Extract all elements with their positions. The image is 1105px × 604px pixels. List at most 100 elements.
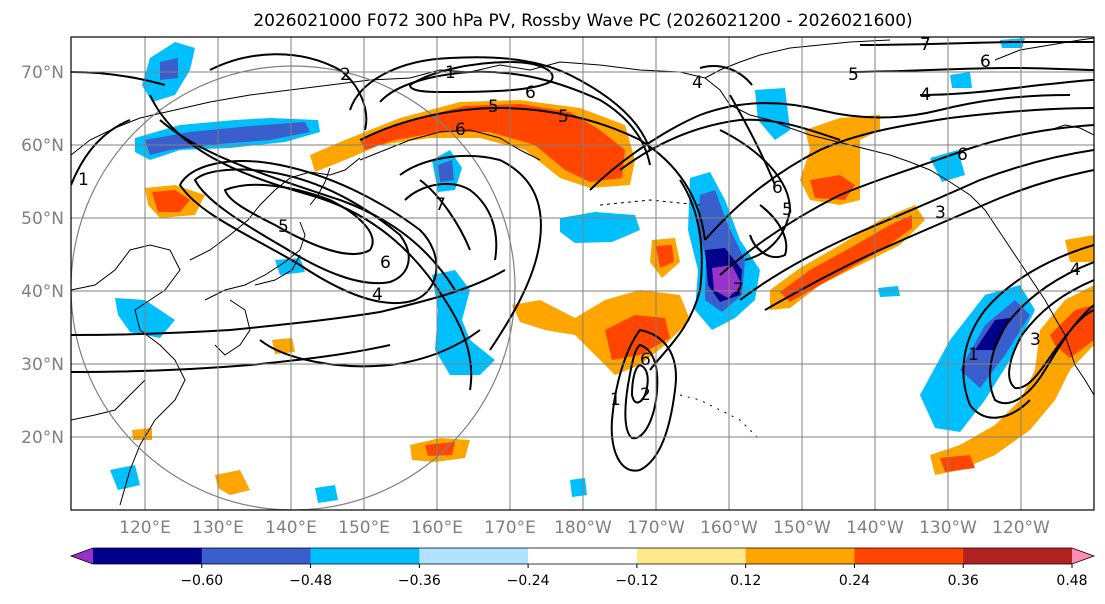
contour-label: 5	[488, 97, 499, 117]
lat-label: 50°N	[21, 209, 64, 229]
anomaly-shade	[605, 315, 670, 360]
coastline	[704, 77, 1006, 241]
graticule	[71, 37, 1094, 510]
anomaly-shade	[780, 215, 912, 302]
pv-contour	[849, 66, 1094, 73]
lon-label: 150°W	[773, 518, 831, 538]
anomaly-shade	[215, 470, 250, 495]
contour-label: 4	[372, 285, 383, 305]
lat-label: 60°N	[21, 136, 64, 156]
colorbar-tick-label: −0.60	[180, 573, 223, 589]
contour-label: 2	[340, 65, 351, 85]
pv-contour	[71, 269, 506, 336]
latitude-axis: 70°N 60°N 50°N 40°N 30°N 20°N	[21, 63, 64, 448]
pv-contour	[159, 119, 456, 291]
contour-label: 5	[782, 200, 793, 220]
anomaly-shade	[1065, 235, 1094, 262]
contour-label: 6	[455, 120, 466, 140]
contour-label: 5	[848, 65, 859, 85]
contour-label: 5	[558, 107, 569, 127]
map-frame	[70, 36, 1095, 511]
pv-contour	[223, 183, 374, 255]
contour-label: 4	[1070, 260, 1081, 280]
contour-label: 1	[968, 345, 979, 365]
lon-label: 130°W	[919, 518, 977, 538]
lon-label: 140°W	[846, 518, 904, 538]
lat-label: 70°N	[21, 63, 64, 83]
anomaly-shade	[940, 455, 975, 472]
contour-label: 3	[935, 203, 946, 223]
pv-contour-layer	[71, 40, 1094, 472]
pv-contour	[630, 363, 649, 404]
pv-contour	[719, 129, 792, 261]
pv-contour	[589, 94, 1071, 191]
contour-label: 6	[772, 178, 783, 198]
pv-contour	[349, 56, 651, 151]
pv-contour	[919, 79, 1094, 96]
anomaly-shade	[560, 212, 640, 243]
coastline-layer	[71, 37, 1094, 506]
pv-contour	[619, 118, 841, 171]
lon-label: 170°W	[627, 518, 685, 538]
contour-label: 3	[1030, 330, 1041, 350]
contour-label: 7	[435, 195, 446, 215]
pv-contour	[178, 160, 438, 304]
contour-label: 1	[610, 390, 621, 410]
colorbar-tick-label: −0.36	[398, 573, 441, 589]
pv-contour	[71, 344, 391, 373]
pv-contour	[764, 169, 1094, 311]
lon-label: 180°W	[554, 518, 612, 538]
colorbar: −0.60 −0.48 −0.36 −0.24 −0.12 0.12 0.24 0.36 0.4…	[69, 547, 1096, 589]
colorbar-tick-label: 0.36	[948, 573, 979, 589]
coastline	[71, 379, 146, 421]
contour-label: 1	[78, 170, 89, 190]
anomaly-shade	[438, 160, 454, 182]
anomaly-shade	[712, 265, 742, 298]
lon-label: 160°W	[700, 518, 758, 538]
coastline	[214, 299, 251, 356]
lat-label: 20°N	[21, 428, 64, 448]
colorbar-tick-label: 0.48	[1056, 573, 1087, 589]
contour-label: 7	[920, 35, 931, 55]
pv-contour	[399, 154, 542, 351]
lat-label: 40°N	[21, 282, 64, 302]
pv-contour	[193, 168, 410, 285]
map-area: 2 1 6 5 4 7 5 6 4 6 5 7 6 5 1 4 5 6 7 3 …	[71, 35, 1094, 510]
map-title: 2026021000 F072 300 hPa PV, Rossby Wave …	[253, 11, 912, 31]
contour-label: 6	[525, 83, 536, 103]
longitude-axis: 120°E 130°E 140°E 150°E 160°E 170°E 180°…	[119, 518, 1050, 538]
coastline	[994, 37, 1094, 61]
colorbar-bin	[636, 548, 747, 564]
contour-label: 7	[733, 280, 744, 300]
contour-label: 4	[692, 73, 703, 93]
pv-contour	[739, 149, 1094, 301]
anomaly-shade	[145, 122, 310, 155]
contour-label: 5	[278, 217, 289, 237]
pv-contour	[624, 343, 659, 440]
colorbar-extend-max	[1072, 548, 1094, 564]
colorbar-tick-label: 0.24	[839, 573, 870, 589]
pv-contour	[359, 106, 706, 241]
anomaly-shade	[1000, 38, 1025, 48]
anomaly-shade	[656, 245, 674, 268]
coastline	[189, 157, 361, 261]
colorbar-tick-label: 0.12	[730, 573, 761, 589]
coastline	[599, 199, 701, 206]
pv-contour	[704, 107, 1094, 241]
anomaly-shade	[272, 338, 295, 354]
contour-label: 6	[640, 350, 651, 370]
lon-label: 120°W	[992, 518, 1050, 538]
lon-label: 150°E	[338, 518, 390, 538]
pv-contour	[259, 329, 481, 368]
anomaly-shade	[110, 465, 140, 490]
anomaly-shade	[950, 72, 972, 88]
anomaly-shade	[315, 485, 338, 503]
pv-contour	[729, 94, 776, 186]
coastline	[309, 167, 331, 206]
contour-label: 6	[380, 253, 391, 273]
lon-label: 160°E	[411, 518, 463, 538]
colorbar-bin	[854, 548, 964, 564]
lon-label: 140°E	[265, 518, 317, 538]
pv-contour	[719, 124, 1094, 276]
